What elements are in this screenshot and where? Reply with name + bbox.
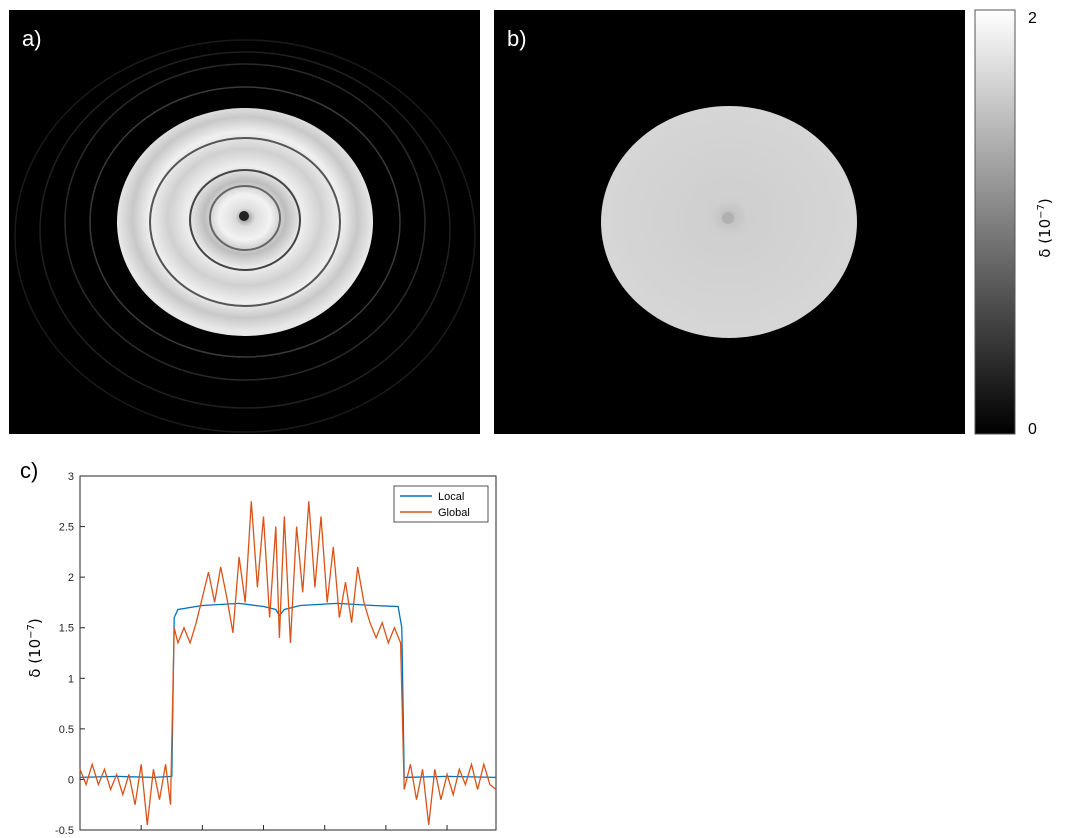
- panel-a-rings: [14, 39, 476, 433]
- legend: Local Global: [393, 485, 489, 523]
- panel-c: c) -0.5 0 0.5 1 1.5 2 2.5 3 δ (10−7) Local Glob…: [20, 458, 497, 837]
- y-tick-label: 0: [68, 774, 74, 786]
- y-tick-label: -0.5: [55, 825, 74, 837]
- y-axis-title: δ (10−7): [26, 618, 44, 678]
- plot-area: [79, 475, 497, 831]
- y-tick-label: 0.5: [59, 724, 74, 736]
- panel-b-label: b): [507, 26, 527, 51]
- colorbar-max-label: 2: [1028, 10, 1037, 27]
- y-tick-label: 1: [68, 673, 74, 685]
- colorbar-title: δ (10−7): [1036, 198, 1054, 258]
- panel-b: b): [494, 10, 965, 434]
- legend-box: [393, 485, 489, 523]
- panel-b-center: [722, 212, 734, 224]
- y-tick-label: 3: [68, 471, 74, 483]
- x-axis: [79, 825, 497, 830]
- panel-a-center: [239, 211, 249, 221]
- panel-a-disc: [117, 108, 373, 336]
- series-group: [79, 501, 497, 825]
- colorbar-min-label: 0: [1028, 421, 1037, 438]
- y-tick-label: 2: [68, 572, 74, 584]
- legend-label-global: Global: [438, 507, 470, 519]
- y-tick-label: 1.5: [59, 623, 74, 635]
- y-tick-label: 2.5: [59, 522, 74, 534]
- colorbar-gradient: [974, 9, 1016, 435]
- panel-a-inner-rings: [149, 137, 341, 307]
- colorbar: 2 0 δ (10−7): [974, 9, 1054, 438]
- panel-a: a): [9, 10, 480, 434]
- series-line-global: [79, 501, 497, 825]
- panel-a-label: a): [22, 26, 42, 51]
- legend-label-local: Local: [438, 491, 464, 503]
- panel-c-label: c): [20, 458, 38, 483]
- y-axis: -0.5 0 0.5 1 1.5 2 2.5 3: [55, 471, 85, 837]
